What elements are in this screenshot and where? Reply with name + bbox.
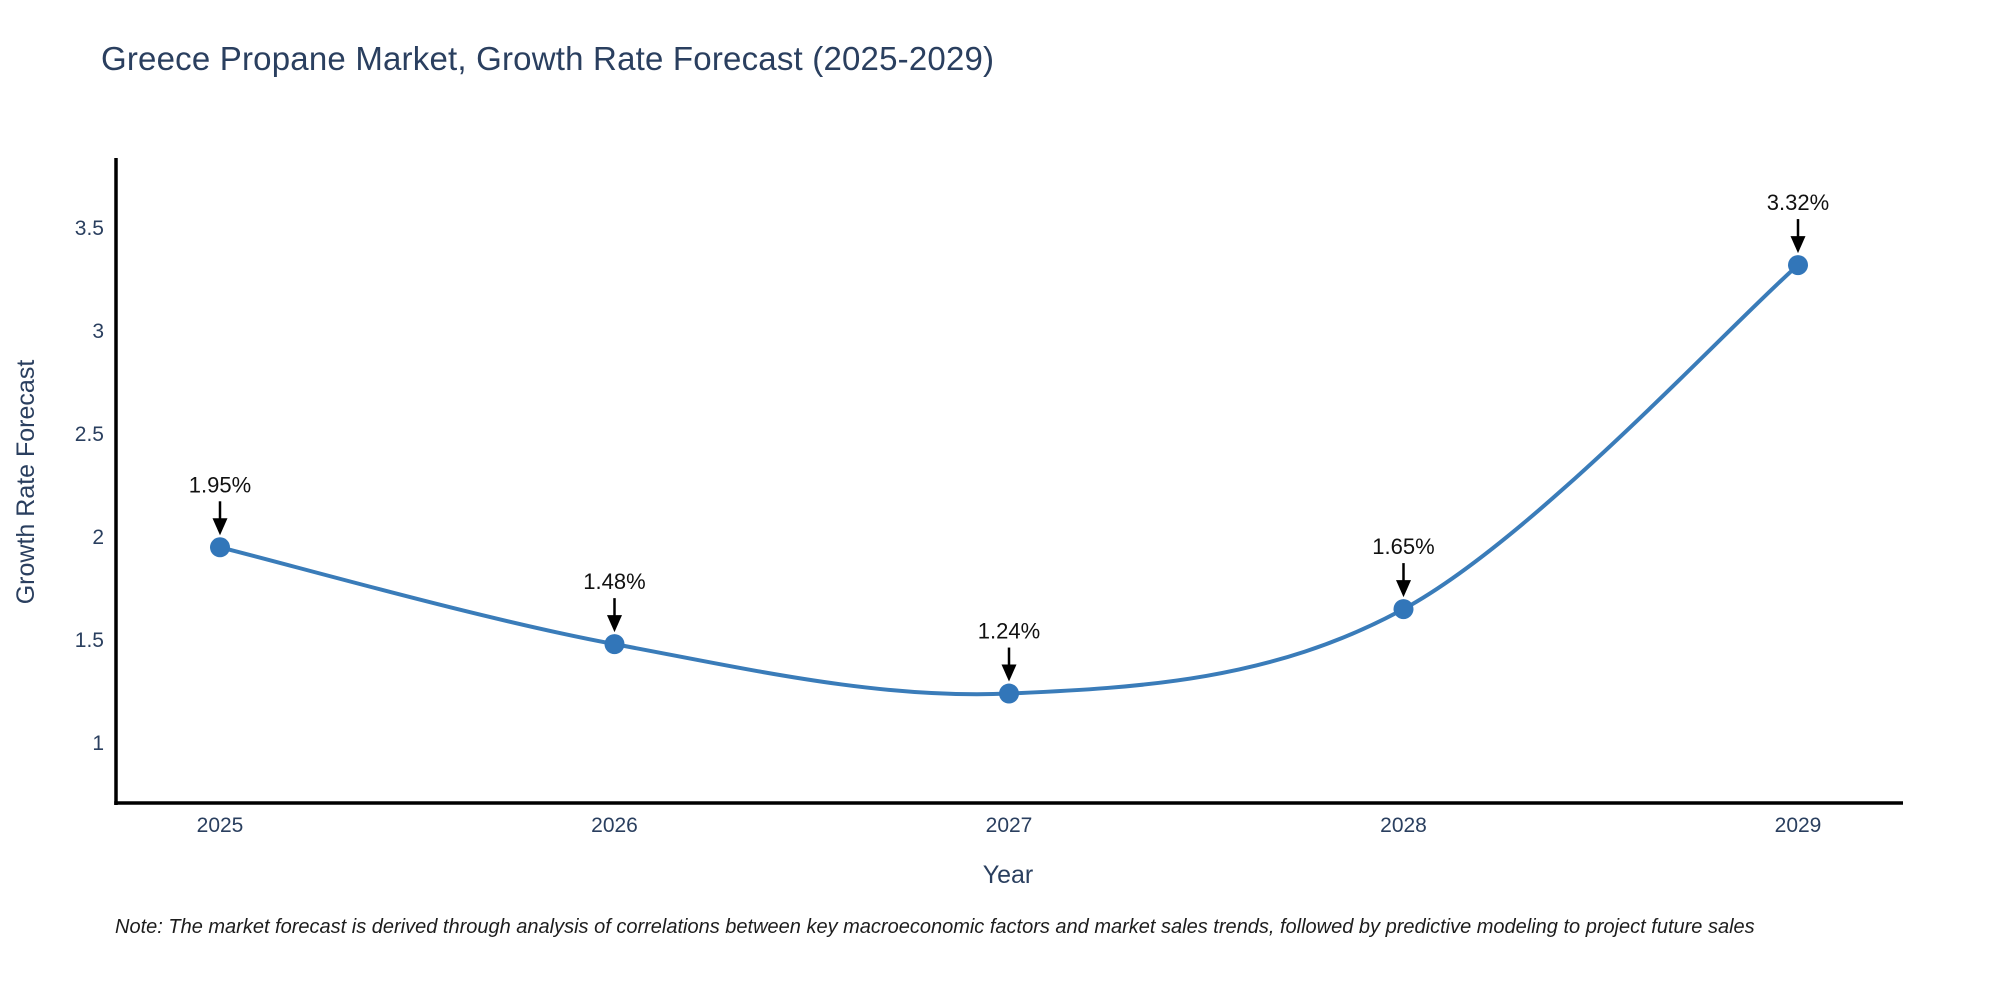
x-tick-label: 2027 bbox=[986, 814, 1033, 837]
x-tick-label: 2025 bbox=[197, 814, 244, 837]
annotation-arrow-head bbox=[607, 615, 622, 633]
data-point-marker[interactable] bbox=[999, 683, 1019, 704]
annotation-arrow-head bbox=[1001, 664, 1017, 682]
y-tick-label: 2.5 bbox=[75, 423, 104, 446]
annotation-arrow-head bbox=[1790, 236, 1806, 254]
y-tick-label: 2 bbox=[92, 526, 104, 549]
line-chart-canvas[interactable]: 1 1.5 2 2.5 3 3.5 2025 2026 2027 2028 20… bbox=[0, 0, 2000, 905]
data-point-marker[interactable] bbox=[210, 537, 230, 558]
y-tick-label: 3.5 bbox=[75, 217, 104, 240]
y-tick-label: 1.5 bbox=[75, 629, 104, 652]
data-point-marker[interactable] bbox=[1788, 255, 1808, 276]
x-tick-label: 2028 bbox=[1380, 814, 1427, 837]
point-label: 3.32% bbox=[1767, 190, 1829, 215]
point-label: 1.65% bbox=[1372, 534, 1434, 559]
annotation-arrow-head bbox=[1396, 580, 1411, 598]
y-tick-label: 3 bbox=[92, 320, 104, 343]
footnote: Note: The market forecast is derived thr… bbox=[115, 916, 1755, 938]
x-tick-label: 2029 bbox=[1775, 814, 1822, 837]
y-tick-label: 1 bbox=[92, 732, 104, 755]
point-label: 1.48% bbox=[583, 569, 645, 594]
data-point-marker[interactable] bbox=[1393, 599, 1414, 620]
x-tick-label: 2026 bbox=[591, 814, 638, 837]
point-label: 1.95% bbox=[189, 472, 251, 497]
data-point-marker[interactable] bbox=[604, 634, 625, 655]
point-label: 1.24% bbox=[978, 619, 1040, 644]
y-axis-title: Growth Rate Forecast bbox=[12, 360, 40, 605]
x-axis-title: Year bbox=[983, 861, 1034, 889]
annotation-arrow-head bbox=[212, 518, 228, 536]
chart-title: Greece Propane Market, Growth Rate Forec… bbox=[101, 40, 995, 77]
